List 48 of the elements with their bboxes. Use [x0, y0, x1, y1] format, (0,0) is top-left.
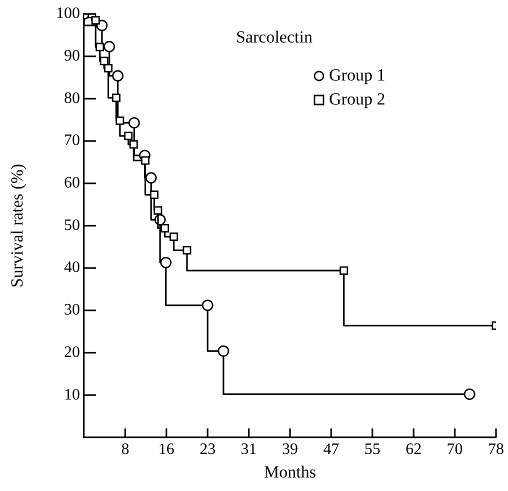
point: [112, 94, 120, 102]
y-tick-label: 80: [64, 90, 80, 107]
x-tick-label: 16: [158, 441, 174, 458]
point: [91, 16, 100, 25]
point: [141, 156, 150, 165]
point: [182, 246, 192, 254]
y-tick-label: 100: [56, 5, 80, 22]
point: [129, 140, 138, 149]
point: [154, 206, 162, 215]
point: [170, 232, 178, 241]
point: [96, 42, 104, 52]
point: [112, 70, 124, 82]
x-tick-label: 62: [406, 441, 422, 458]
x-tick-label: 70: [446, 441, 463, 458]
x-tick-label: 55: [364, 441, 380, 458]
x-tick-label: 78: [488, 441, 504, 458]
point: [150, 190, 158, 200]
point: [218, 345, 230, 357]
y-tick-label: 30: [64, 302, 80, 319]
y-tick-label: 20: [64, 344, 80, 361]
y-axis-title: Survival rates (%): [8, 164, 27, 288]
legend-label: Group 1: [329, 65, 386, 84]
y-tick-label: 70: [64, 132, 80, 150]
x-tick-label: 23: [200, 441, 216, 458]
point: [160, 224, 170, 232]
point: [124, 132, 133, 140]
point: [340, 266, 348, 275]
point: [104, 64, 113, 72]
y-tick-label: 50: [64, 216, 80, 234]
point: [145, 172, 157, 184]
point: [464, 388, 476, 400]
x-axis-title: Months: [264, 462, 316, 482]
x-tick-label: 31: [240, 441, 257, 458]
point: [100, 56, 108, 66]
point: [202, 300, 214, 311]
point: [128, 117, 140, 129]
legend-label: Group 2: [329, 89, 386, 108]
point: [116, 116, 124, 125]
text: Sarcolectin: [236, 27, 313, 46]
y-tick-label: 10: [64, 386, 80, 404]
x-tick-label: 47: [323, 441, 340, 458]
point: [104, 40, 116, 52]
x-tick-label: 8: [121, 441, 130, 458]
y-tick-label: 90: [64, 48, 80, 65]
y-tick-label: 40: [64, 259, 80, 276]
y-tick-label: 60: [64, 174, 80, 192]
x-tick-label: 39: [282, 441, 298, 458]
point: [160, 256, 172, 268]
